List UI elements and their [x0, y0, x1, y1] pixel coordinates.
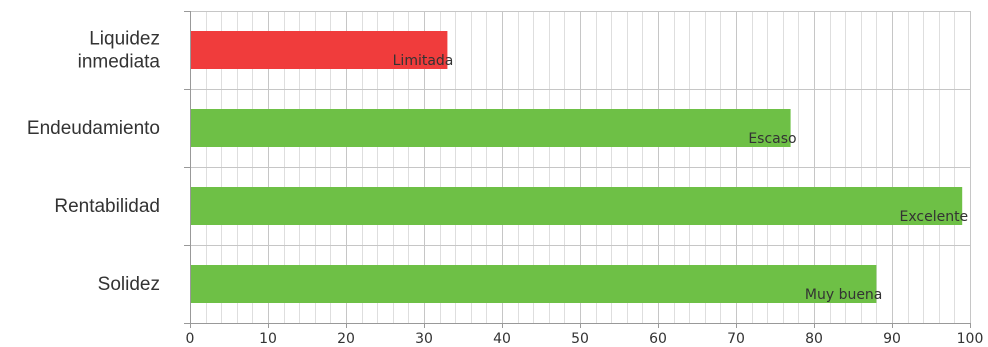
- bar-2: [191, 109, 791, 147]
- bar-4: [191, 265, 877, 303]
- x-tick-label: 60: [649, 331, 667, 347]
- x-tick-label: 80: [805, 331, 823, 347]
- x-tick-label: 70: [727, 331, 745, 347]
- x-tick-label: 90: [883, 331, 901, 347]
- bars: [191, 31, 963, 303]
- category-label: inmediata: [78, 52, 161, 73]
- category-label: Solidez: [98, 274, 160, 295]
- category-label: Liquidez: [89, 29, 160, 50]
- bar-value-label: Muy buena: [805, 287, 883, 303]
- category-label: Rentabilidad: [54, 196, 160, 217]
- x-tick-label: 50: [571, 331, 589, 347]
- category-label: Endeudamiento: [27, 118, 160, 139]
- axes: [184, 11, 971, 328]
- bar-value-label: Escaso: [748, 131, 796, 147]
- bar-value-label: Limitada: [393, 53, 454, 69]
- x-tick-label: 10: [259, 331, 277, 347]
- bar-1: [191, 31, 448, 69]
- bar-3: [191, 187, 963, 225]
- x-tick-label: 100: [957, 331, 984, 347]
- x-tick-label: 40: [493, 331, 511, 347]
- bar-value-label: Excelente: [900, 209, 969, 225]
- x-tick-label: 0: [186, 331, 195, 347]
- x-tick-label: 30: [415, 331, 433, 347]
- x-tick-label: 20: [337, 331, 355, 347]
